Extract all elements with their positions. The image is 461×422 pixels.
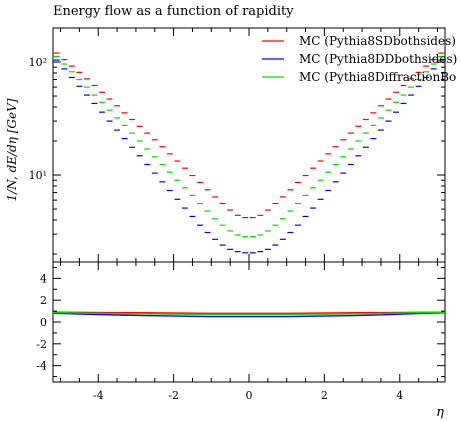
ratio-plot-frame <box>52 261 446 383</box>
x-axis-label: η <box>436 405 444 420</box>
y-axis-label: 1/N, dE/dη [GeV] <box>5 98 19 201</box>
x-tick-label: -4 <box>93 389 104 402</box>
ratio-y-tick-label: 2 <box>40 294 47 307</box>
chart-title: Energy flow as a function of rapidity <box>53 4 294 19</box>
ratio-y-tick-label: -4 <box>36 360 47 373</box>
ratio-y-tick-label: 0 <box>40 316 47 329</box>
x-tick-label: 0 <box>246 389 253 402</box>
x-tick-label: -2 <box>168 389 179 402</box>
legend-label-diff: MC (Pythia8DiffractionBo <box>299 70 456 84</box>
legend: MC (Pythia8SDbothsides) MC (Pythia8DDbot… <box>262 34 457 84</box>
ratio-line-series1 <box>52 312 446 318</box>
axes: -4 -2 0 2 4 10¹ 10² 4 2 0 -2 -4 <box>29 27 445 402</box>
y-tick-label: 10² <box>29 56 47 69</box>
ratio-y-tick-label: -2 <box>36 338 47 351</box>
ratio-line-series0 <box>52 311 446 314</box>
ratio-marks <box>52 311 446 318</box>
legend-label-dd: MC (Pythia8DDbothsides) <box>299 52 457 66</box>
legend-label-sd: MC (Pythia8SDbothsides) <box>299 34 456 48</box>
ratio-line-series2 <box>52 311 446 316</box>
y-tick-label: 10¹ <box>29 169 47 182</box>
ratio-y-tick-label: 4 <box>40 272 47 285</box>
x-tick-label: 4 <box>396 389 403 402</box>
main-marks <box>53 52 445 254</box>
x-tick-label: 2 <box>321 389 328 402</box>
